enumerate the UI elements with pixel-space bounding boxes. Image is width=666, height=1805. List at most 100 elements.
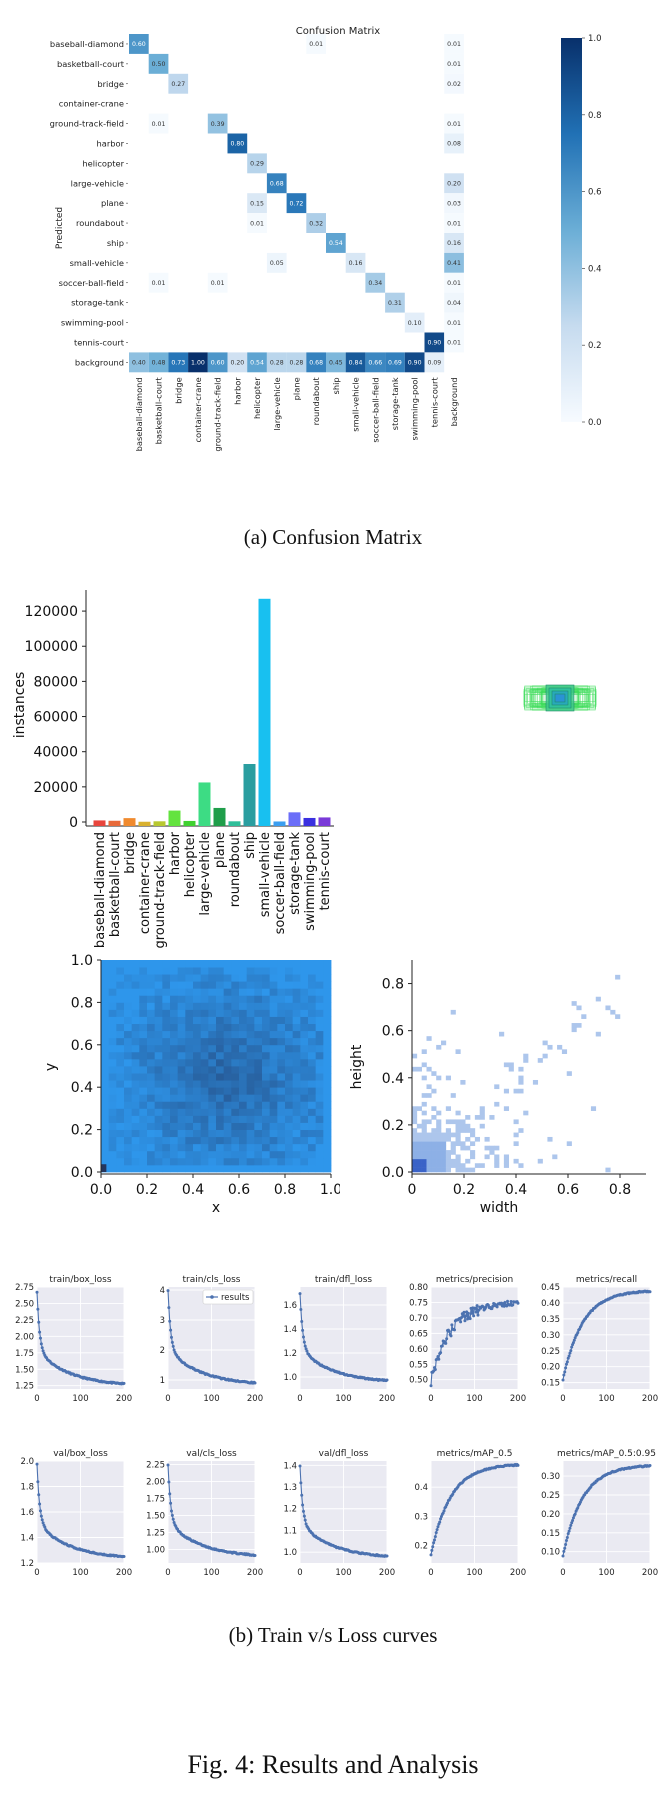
wh-cell [412, 1136, 418, 1142]
xy-cell [154, 1030, 163, 1039]
xy-cell [231, 1051, 240, 1060]
xy-cell [139, 1051, 148, 1060]
wh-cell [465, 1128, 471, 1133]
xy-cell [147, 1044, 156, 1053]
xy-cell [200, 1136, 209, 1145]
xy-cell [124, 1023, 133, 1032]
wh-cell [445, 1167, 451, 1173]
wh-cell [421, 1163, 427, 1168]
cm-cell-value: 0.60 [211, 360, 225, 367]
xy-cell [323, 988, 332, 996]
bar-category-label: roundabout [228, 832, 243, 907]
wh-cell [552, 1154, 558, 1160]
wh-cell [416, 1150, 422, 1155]
xy-cell [108, 988, 117, 996]
xy-cell [162, 1143, 171, 1152]
xy-cell [315, 1066, 324, 1074]
xy-cell [131, 1108, 140, 1116]
curve-y-tick-label: 1.4 [20, 1534, 34, 1544]
xy-cell [200, 1058, 209, 1067]
xy-cell [177, 1030, 186, 1039]
curve-point [569, 1523, 573, 1527]
curve-point [172, 1521, 176, 1525]
xy-cell [154, 1087, 163, 1095]
xy-cell [162, 1030, 171, 1039]
xy-cell [208, 967, 217, 975]
curve-point [171, 1344, 175, 1348]
xy-cell [200, 995, 209, 1003]
wh-cell [436, 1163, 442, 1168]
curve-point [565, 1360, 569, 1364]
xy-cell [193, 1002, 202, 1010]
xy-cell [101, 1080, 110, 1088]
xy-cell [185, 1129, 194, 1138]
xy-cell [101, 967, 110, 975]
curve-x-tick-label: 200 [379, 1394, 395, 1404]
xy-cell [239, 1073, 248, 1081]
curve-point [169, 1328, 173, 1332]
curve-point [39, 1514, 43, 1518]
wh-cell [426, 1119, 432, 1125]
cm-cell [444, 332, 464, 353]
curve-y-tick-label: 1.2 [283, 1349, 297, 1359]
curve-point [439, 1351, 443, 1355]
xy-cell [131, 1009, 140, 1017]
xy-cell [292, 1122, 301, 1130]
bar-category-label: small-vehicle [258, 832, 273, 917]
xy-cell [308, 1094, 317, 1102]
curve-point [253, 1554, 257, 1558]
xy-cell [292, 1080, 301, 1088]
wh-cell [465, 1136, 471, 1142]
xy-cell [101, 1157, 110, 1166]
xy-cell [208, 1087, 217, 1095]
xy-cell [262, 1150, 271, 1159]
xy-cell [223, 1087, 232, 1095]
xy-cell [300, 1164, 309, 1173]
curve-point [301, 1335, 305, 1339]
xy-cell [239, 1094, 248, 1102]
xy-cell [292, 1016, 301, 1024]
xy-cell [277, 1051, 286, 1060]
curve-point [299, 1481, 303, 1485]
xy-cell [124, 1058, 133, 1067]
xy-cell [292, 1101, 301, 1109]
xy-cell [124, 1150, 133, 1159]
xy-cell [308, 1009, 317, 1017]
xy-y-tick-label: 0.2 [71, 1123, 93, 1139]
curve-point [170, 1513, 174, 1517]
colorbar-tick-label: 0.0 [588, 418, 602, 428]
xy-cell [216, 967, 225, 975]
xy-cell [131, 1101, 140, 1109]
xy-cell [147, 988, 156, 996]
wh-cell [455, 1158, 461, 1164]
xy-cell [170, 1094, 179, 1102]
wh-cell [561, 1049, 568, 1055]
xy-cell [193, 1080, 202, 1088]
xy-cell [223, 1150, 232, 1159]
xy-cell [185, 1002, 194, 1010]
wh-cell [474, 1136, 481, 1142]
xy-cell [139, 1157, 148, 1166]
cm-row-label: bridge [97, 79, 124, 89]
xy-cell [269, 1016, 278, 1024]
cm-col-label: harbor [232, 377, 242, 405]
xy-cell [231, 1115, 240, 1123]
confusion-matrix-chart: Confusion Matrix Predicted 0.60 0.01 0.010… [50, 26, 602, 452]
curve-point [433, 1535, 437, 1539]
cm-cell-value: 0.20 [230, 360, 244, 367]
wh-cell [436, 1119, 442, 1125]
xy-cell [254, 995, 263, 1003]
xy-cell [254, 1087, 263, 1095]
xy-cell [223, 1037, 232, 1046]
wh-cell [460, 1123, 466, 1129]
xy-cell [231, 1143, 240, 1152]
bar [318, 817, 331, 826]
wh-cell [436, 1158, 442, 1164]
cm-cell-value: 0.08 [447, 141, 461, 148]
xy-cell [277, 1037, 286, 1046]
xy-cell [323, 1023, 332, 1032]
curve-y-tick-label: 2.50 [15, 1299, 34, 1309]
wh-cell [426, 1150, 432, 1155]
xy-cell [101, 1002, 110, 1010]
xy-cell [285, 1150, 294, 1159]
